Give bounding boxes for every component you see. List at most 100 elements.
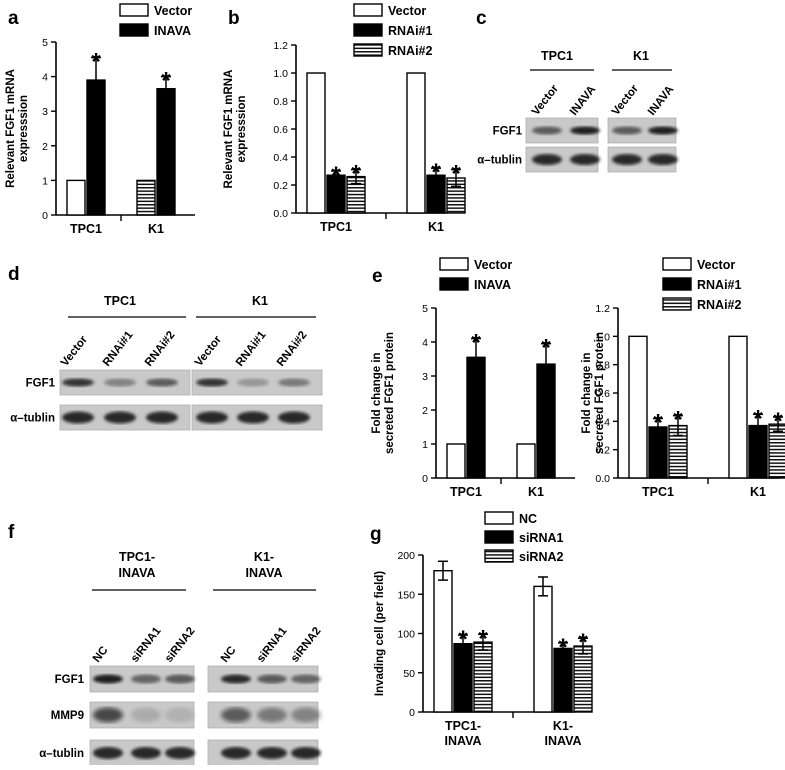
blot-band bbox=[532, 154, 562, 165]
x-category-label: TPC1- bbox=[445, 719, 481, 733]
panel-letter-g: g bbox=[370, 524, 382, 545]
blot-group-label: K1- bbox=[254, 550, 274, 564]
blot-lane-label: RNAi#2 bbox=[143, 329, 178, 369]
y-tick-label: 3 bbox=[422, 371, 428, 383]
y-tick-label: 100 bbox=[397, 629, 415, 641]
blot-band bbox=[291, 707, 321, 723]
blot-band bbox=[104, 411, 136, 424]
significance-asterisk: * bbox=[91, 49, 101, 76]
bar bbox=[748, 424, 768, 479]
panel-letter-c: c bbox=[476, 8, 487, 29]
bar bbox=[536, 363, 556, 479]
y-tick-label: 0.4 bbox=[595, 416, 610, 428]
blot-band bbox=[165, 674, 195, 684]
panel-letter-a: a bbox=[8, 8, 19, 29]
y-tick-label: 0.2 bbox=[273, 180, 288, 192]
blot-lane-label: RNAi#1 bbox=[101, 329, 136, 369]
bar bbox=[156, 88, 176, 216]
significance-asterisk: * bbox=[773, 408, 783, 435]
y-tick-label: 0.6 bbox=[273, 124, 288, 136]
bar bbox=[306, 72, 326, 214]
legend-swatch bbox=[119, 3, 149, 17]
chart-e-overexpression: 0 1 2 3 4 5 Fold change in secreted FGF1 protei… bbox=[371, 257, 575, 499]
blot-band bbox=[257, 707, 287, 723]
chart-e-knockdown: 0.0 0.2 0.4 0.6 0.8 1.0 1.2 Fold change in secre… bbox=[581, 257, 785, 499]
blot-lane-label: INAVA bbox=[646, 84, 676, 118]
chart-g: 0 50 100 150 200 Invading cell (per field) * * T… bbox=[374, 511, 593, 748]
blot-band bbox=[648, 154, 678, 165]
blot-group-label: TPC1- bbox=[119, 550, 155, 564]
y-tick-label: 0.0 bbox=[273, 208, 288, 220]
chart-b: 0.0 0.2 0.4 0.6 0.8 1.0 1.2 Relevant FGF1 mRNA e… bbox=[223, 3, 466, 234]
blot-group-label: K1 bbox=[252, 294, 268, 308]
legend-swatch bbox=[439, 277, 469, 291]
x-category-label: K1 bbox=[148, 222, 164, 236]
x-category-label: K1 bbox=[750, 485, 766, 499]
y-tick-label: 1 bbox=[422, 439, 428, 451]
significance-asterisk: * bbox=[331, 162, 341, 189]
bar bbox=[628, 335, 648, 479]
significance-asterisk: * bbox=[451, 161, 461, 188]
blot-lane-label: Vector bbox=[59, 333, 90, 369]
blot-group-label: INAVA bbox=[245, 566, 282, 580]
legend-label: INAVA bbox=[474, 278, 511, 292]
significance-asterisk: * bbox=[458, 626, 468, 653]
legend-swatch bbox=[484, 549, 514, 563]
legend-label: siRNA1 bbox=[519, 531, 564, 545]
blot-band bbox=[291, 674, 321, 684]
x-category-label: K1- bbox=[553, 719, 573, 733]
blot-band bbox=[648, 126, 678, 135]
y-axis-title: Fold change in bbox=[581, 352, 593, 433]
y-tick-label: 150 bbox=[397, 589, 415, 601]
significance-asterisk: * bbox=[558, 634, 568, 661]
blot-lane-label: siRNA2 bbox=[289, 625, 324, 665]
significance-asterisk: * bbox=[471, 330, 481, 357]
blot-band bbox=[221, 747, 251, 759]
blot-lane-label: NC bbox=[219, 644, 239, 664]
legend-swatch bbox=[353, 43, 383, 57]
y-tick-label: 1 bbox=[42, 175, 48, 187]
bar bbox=[466, 356, 486, 479]
significance-asterisk: * bbox=[431, 159, 441, 186]
x-category-label: K1 bbox=[528, 485, 544, 499]
legend-label: siRNA2 bbox=[519, 550, 564, 564]
y-tick-label: 0.6 bbox=[595, 388, 610, 400]
blot-row-label: α–tublin bbox=[477, 155, 522, 167]
significance-asterisk: * bbox=[578, 629, 588, 656]
legend-swatch bbox=[353, 3, 383, 17]
chart-a: 0 1 2 3 4 5 Relevant FGF1 mRNA expresssion * TPC1… bbox=[5, 3, 195, 236]
x-category-label: TPC1 bbox=[320, 220, 352, 234]
blot-band bbox=[165, 747, 195, 759]
blot-band bbox=[237, 378, 269, 387]
blot-band bbox=[612, 154, 642, 165]
legend-label: RNAi#2 bbox=[388, 44, 433, 58]
bar bbox=[86, 79, 106, 216]
significance-asterisk: * bbox=[541, 335, 551, 362]
y-axis-title: expresssion bbox=[236, 95, 248, 162]
bar bbox=[446, 443, 466, 479]
x-category-label: TPC1 bbox=[450, 485, 482, 499]
blot-band bbox=[93, 747, 123, 759]
blot-row-label: FGF1 bbox=[26, 378, 56, 390]
y-tick-label: 0.8 bbox=[273, 96, 288, 108]
legend-swatch bbox=[662, 277, 692, 291]
y-axis-title: expresssion bbox=[18, 95, 30, 162]
blot-lane-label: NC bbox=[91, 644, 111, 664]
y-tick-label: 5 bbox=[42, 37, 48, 49]
y-tick-label: 1.0 bbox=[273, 68, 288, 80]
panel-letter-d: d bbox=[8, 264, 20, 285]
x-category-label: TPC1 bbox=[642, 485, 674, 499]
y-tick-label: 1.2 bbox=[595, 303, 610, 315]
bar bbox=[473, 641, 493, 713]
legend-label: RNAi#2 bbox=[697, 298, 742, 312]
x-category-label: TPC1 bbox=[70, 222, 102, 236]
y-axis-title: secreted FGF1 protein bbox=[384, 332, 396, 454]
blot-band bbox=[237, 411, 269, 424]
legend-swatch bbox=[484, 530, 514, 544]
y-tick-label: 2 bbox=[422, 405, 428, 417]
blot-band bbox=[570, 126, 600, 135]
significance-asterisk: * bbox=[673, 407, 683, 434]
